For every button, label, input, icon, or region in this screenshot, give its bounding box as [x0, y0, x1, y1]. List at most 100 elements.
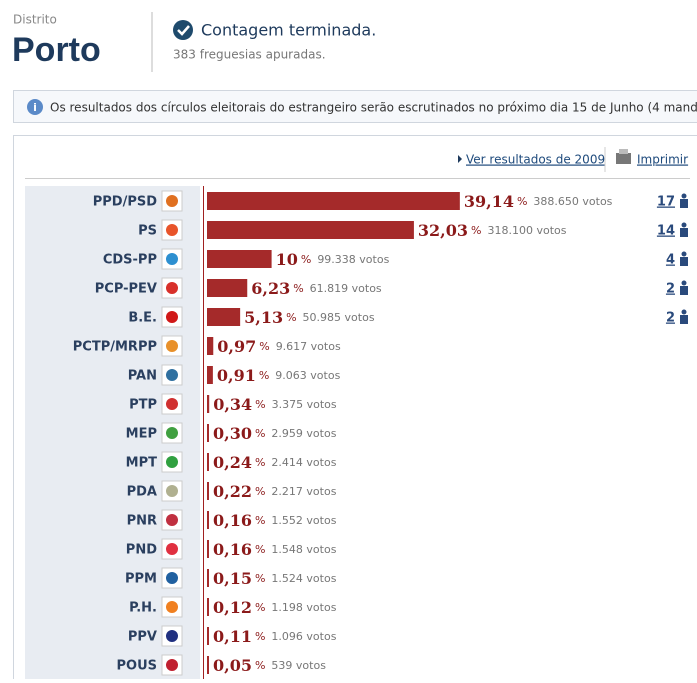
party-name: PPM	[125, 572, 157, 587]
percent: 0,11	[213, 627, 252, 646]
party-logo-mark	[166, 630, 178, 642]
district-label: Distrito	[13, 13, 57, 27]
percent-line: 0,16% 1.548 votos	[213, 540, 337, 559]
percent-line: 32,03%318.100 votos	[418, 221, 567, 240]
party-name: CDS-PP	[103, 253, 157, 268]
percent-sign: %	[255, 543, 265, 556]
bar	[207, 540, 209, 558]
print-link[interactable]: Imprimir	[637, 153, 688, 167]
party-logo-mark	[166, 427, 178, 439]
bar	[207, 337, 213, 355]
party-logo-mark	[166, 340, 178, 352]
print-paper	[619, 149, 628, 154]
percent-sign: %	[471, 224, 481, 237]
percent-sign: %	[255, 630, 265, 643]
party-logo-mark	[166, 224, 178, 236]
party-name: PDA	[127, 485, 157, 500]
seat-icon-head	[682, 223, 687, 228]
party-logo-mark	[166, 253, 178, 265]
party-logo-mark	[166, 195, 178, 207]
votes: 50.985 votos	[303, 311, 375, 324]
votes: 3.375 votos	[272, 398, 337, 411]
party-logo-mark	[166, 369, 178, 381]
bar	[207, 627, 209, 645]
percent-sign: %	[255, 572, 265, 585]
party-logo-mark	[166, 398, 178, 410]
bar	[207, 192, 460, 210]
percent-sign: %	[517, 195, 527, 208]
party-logo-mark	[166, 572, 178, 584]
percent: 0,15	[213, 569, 252, 588]
percent-sign: %	[255, 398, 265, 411]
party-name: PCTP/MRPP	[73, 340, 157, 355]
votes: 9.617 votos	[276, 340, 341, 353]
seat-icon-head	[682, 252, 687, 257]
info-i: i	[33, 101, 37, 114]
party-logo-mark	[166, 311, 178, 323]
seat-icon-body	[680, 286, 688, 295]
bar	[207, 453, 209, 471]
seat-icon-body	[680, 228, 688, 237]
bar	[207, 221, 414, 239]
percent-sign: %	[259, 369, 269, 382]
percent: 0,22	[213, 482, 252, 501]
votes: 388.650 votos	[533, 195, 612, 208]
percent-sign: %	[255, 427, 265, 440]
seats[interactable]: 2	[666, 311, 675, 326]
percent-sign: %	[259, 340, 269, 353]
seat-icon-body	[680, 257, 688, 266]
percent-line: 0,30% 2.959 votos	[213, 424, 337, 443]
notice: Os resultados dos círculos eleitorais do…	[50, 101, 697, 115]
percent: 0,30	[213, 424, 252, 443]
seats[interactable]: 14	[657, 224, 675, 239]
party-name: PCP-PEV	[95, 282, 157, 297]
party-logo-mark	[166, 514, 178, 526]
percent: 0,34	[213, 395, 252, 414]
percent-line: 0,15%1.524 votos	[213, 569, 337, 588]
party-name: PS	[138, 224, 157, 239]
votes: 318.100 votos	[487, 224, 566, 237]
party-name: B.E.	[128, 311, 157, 326]
bar	[207, 395, 209, 413]
bar	[207, 656, 209, 674]
seats[interactable]: 2	[666, 282, 675, 297]
percent-line: 0,34% 3.375 votos	[213, 395, 337, 414]
status: Contagem terminada.	[201, 21, 376, 40]
party-name: PPD/PSD	[93, 195, 157, 210]
party-name: P.H.	[129, 601, 157, 616]
percent-line: 0,97% 9.617 votos	[217, 337, 341, 356]
previous-link[interactable]: Ver resultados de 2009	[466, 153, 605, 167]
bar	[207, 482, 209, 500]
party-name: PAN	[128, 369, 157, 384]
seat-icon-body	[680, 199, 688, 208]
percent: 0,97	[217, 337, 256, 356]
percent: 6,23	[251, 279, 290, 298]
percent: 39,14	[464, 192, 514, 211]
votes: 61.819 votos	[310, 282, 382, 295]
votes: 2.959 votos	[271, 427, 336, 440]
percent: 0,16	[213, 511, 252, 530]
party-name: PTP	[129, 398, 157, 413]
percent-line: 0,16%1.552 votos	[213, 511, 337, 530]
percent-line: 10%99.338 votos	[276, 250, 390, 269]
votes: 9.063 votos	[275, 369, 340, 382]
seat-icon-body	[680, 315, 688, 324]
percent: 0,16	[213, 540, 252, 559]
party-logo-mark	[166, 485, 178, 497]
bar	[207, 308, 240, 326]
percent: 0,91	[217, 366, 256, 385]
seats[interactable]: 17	[657, 195, 675, 210]
percent-sign: %	[286, 311, 296, 324]
votes: 1.548 votos	[271, 543, 336, 556]
percent-line: 39,14% 388.650 votos	[464, 192, 613, 211]
party-name: POUS	[117, 659, 158, 674]
party-logo-mark	[166, 543, 178, 555]
percent-line: 5,13% 50.985 votos	[244, 308, 375, 327]
percent: 0,05	[213, 656, 252, 675]
seats[interactable]: 4	[666, 253, 675, 268]
party-name: MPT	[126, 456, 157, 471]
party-name: PPV	[128, 630, 157, 645]
party-name: PNR	[127, 514, 157, 529]
percent: 5,13	[244, 308, 283, 327]
